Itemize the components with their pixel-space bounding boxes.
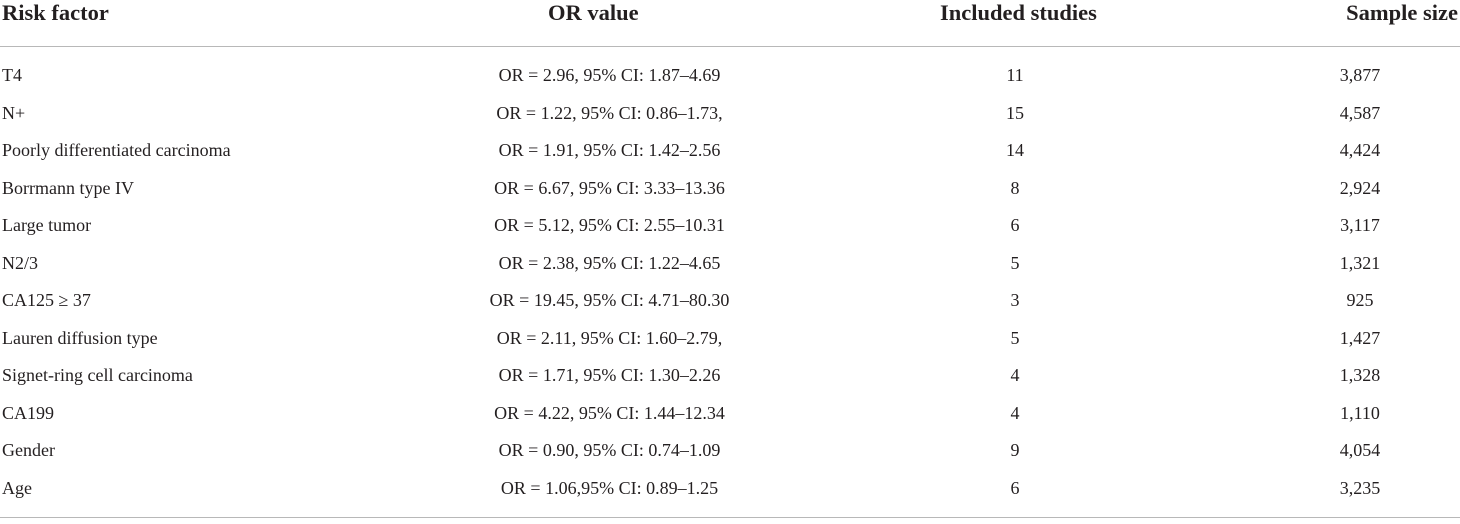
cell-or-value: OR = 1.71, 95% CI: 1.30–2.26 <box>498 365 721 385</box>
cell-included-studies: 5 <box>1010 252 1020 273</box>
cell-sample-size: 1,110 <box>1340 402 1380 423</box>
cell-included-studies: 3 <box>1010 290 1020 310</box>
cell-sample-size: 3,877 <box>1339 65 1381 85</box>
cell-or-value: OR = 1.91, 95% CI: 1.42–2.56 <box>498 140 721 160</box>
cell-risk-factor: Borrmann type IV <box>2 177 134 198</box>
cell-or-value: OR = 0.90, 95% CI: 0.74–1.09 <box>498 440 721 460</box>
cell-included-studies: 11 <box>1006 65 1024 85</box>
cell-included-studies: 4 <box>1010 365 1020 385</box>
cell-sample-size: 1,321 <box>1339 252 1381 273</box>
table-header: Risk factor OR value Included studies Sa… <box>0 0 1460 47</box>
table-row: Poorly differentiated carcinoma OR = 1.9… <box>0 132 1460 170</box>
table-row: N+ OR = 1.22, 95% CI: 0.86–1.73, 15 4,58… <box>0 95 1460 133</box>
cell-or-value: OR = 5.12, 95% CI: 2.55–10.31 <box>494 215 725 235</box>
table-row: N2/3 OR = 2.38, 95% CI: 1.22–4.65 5 1,32… <box>0 245 1460 283</box>
table-row: Gender OR = 0.90, 95% CI: 0.74–1.09 9 4,… <box>0 432 1460 470</box>
cell-included-studies: 6 <box>860 469 1205 518</box>
cell-or-value: OR = 2.11, 95% CI: 1.60–2.79, <box>496 327 723 348</box>
cell-or-value: OR = 1.06,95% CI: 0.89–1.25 <box>355 469 860 518</box>
table-row: CA199 OR = 4.22, 95% CI: 1.44–12.34 4 1,… <box>0 395 1460 433</box>
header-row: Risk factor OR value Included studies Sa… <box>0 0 1460 47</box>
cell-or-value: OR = 19.45, 95% CI: 4.71–80.30 <box>489 290 730 310</box>
cell-or-value: OR = 2.96, 95% CI: 1.87–4.69 <box>498 65 721 85</box>
table-row: T4 OR = 2.96, 95% CI: 1.87–4.69 11 3,877 <box>0 47 1460 95</box>
cell-or-value: OR = 4.22, 95% CI: 1.44–12.34 <box>494 402 725 423</box>
cell-sample-size: 4,054 <box>1339 440 1381 460</box>
cell-risk-factor: CA125 ≥ 37 <box>2 290 91 310</box>
cell-risk-factor: Signet-ring cell carcinoma <box>2 365 193 385</box>
cell-included-studies: 14 <box>1006 140 1024 160</box>
cell-sample-size: 4,424 <box>1339 140 1381 160</box>
table-row: Age OR = 1.06,95% CI: 0.89–1.25 6 3,235 <box>0 469 1460 518</box>
cell-or-value: OR = 1.22, 95% CI: 0.86–1.73, <box>496 102 723 123</box>
cell-included-studies: 9 <box>1010 440 1020 460</box>
cell-risk-factor: T4 <box>2 65 22 85</box>
table-row: CA125 ≥ 37 OR = 19.45, 95% CI: 4.71–80.3… <box>0 282 1460 320</box>
cell-included-studies: 4 <box>1010 402 1020 423</box>
header-sample-size: Sample size <box>1205 0 1460 47</box>
cell-risk-factor: Poorly differentiated carcinoma <box>2 140 231 160</box>
cell-included-studies: 8 <box>1010 177 1020 198</box>
cell-included-studies: 6 <box>1010 215 1020 235</box>
cell-sample-size: 1,427 <box>1339 327 1381 348</box>
table-row: Large tumor OR = 5.12, 95% CI: 2.55–10.3… <box>0 207 1460 245</box>
cell-risk-factor: Age <box>0 469 355 518</box>
cell-risk-factor: CA199 <box>2 402 55 423</box>
cell-or-value: OR = 2.38, 95% CI: 1.22–4.65 <box>498 252 721 273</box>
cell-sample-size: 3,117 <box>1340 215 1380 235</box>
cell-risk-factor: Lauren diffusion type <box>2 327 158 348</box>
cell-risk-factor: Large tumor <box>2 215 92 235</box>
cell-sample-size: 925 <box>1346 290 1374 310</box>
table-row: Lauren diffusion type OR = 2.11, 95% CI:… <box>0 320 1460 358</box>
cell-or-value: OR = 6.67, 95% CI: 3.33–13.36 <box>494 177 725 198</box>
table-row: Borrmann type IV OR = 6.67, 95% CI: 3.33… <box>0 170 1460 208</box>
table-row: Signet-ring cell carcinoma OR = 1.71, 95… <box>0 357 1460 395</box>
cell-risk-factor: N2/3 <box>2 252 38 273</box>
cell-risk-factor: Gender <box>2 440 55 460</box>
cell-risk-factor: N+ <box>2 102 26 123</box>
cell-sample-size: 2,924 <box>1339 177 1381 198</box>
cell-sample-size: 1,328 <box>1339 365 1381 385</box>
cell-sample-size: 4,587 <box>1339 102 1381 123</box>
cell-included-studies: 15 <box>1006 102 1024 123</box>
table-body: T4 OR = 2.96, 95% CI: 1.87–4.69 11 3,877… <box>0 47 1460 518</box>
header-risk-factor: Risk factor <box>0 0 355 47</box>
header-included-studies: Included studies <box>860 0 1205 47</box>
header-or-value: OR value <box>355 0 860 47</box>
cell-sample-size: 3,235 <box>1205 469 1460 518</box>
cell-included-studies: 5 <box>1010 327 1020 348</box>
